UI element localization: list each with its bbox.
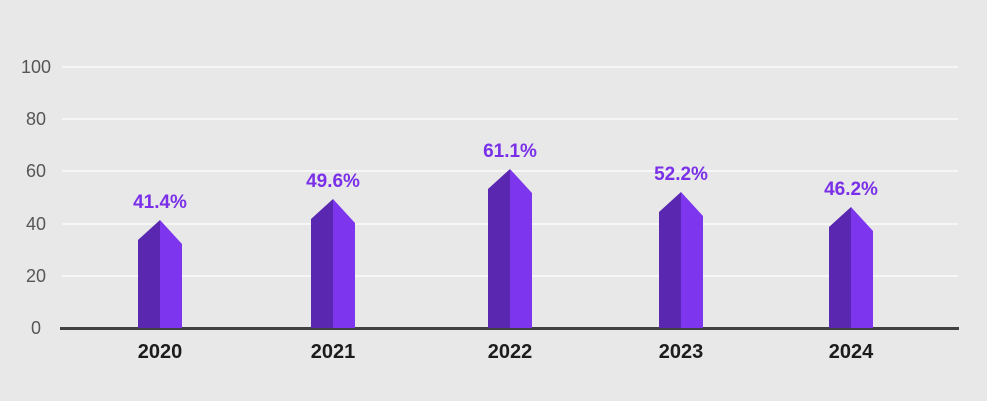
x-axis-category-label: 2024 <box>828 341 874 363</box>
x-axis-line <box>60 327 959 330</box>
y-axis-tick-label: 100 <box>20 57 52 77</box>
bar-right-face <box>160 220 182 328</box>
bar-left-face <box>659 192 681 328</box>
x-axis-category-label: 2020 <box>137 341 183 363</box>
bar-left-face <box>829 207 851 328</box>
bar <box>829 207 873 328</box>
bar-right-face <box>851 207 873 328</box>
bar <box>138 220 182 328</box>
bar <box>659 192 703 328</box>
y-axis-tick-label: 20 <box>25 265 47 286</box>
bar-value-label: 46.2% <box>824 179 878 200</box>
x-axis-category-label: 2022 <box>487 341 533 363</box>
bar-right-face <box>681 192 703 328</box>
bar-value-label: 52.2% <box>654 164 708 185</box>
bar <box>311 199 355 328</box>
x-axis-category-label: 2023 <box>658 341 704 363</box>
bar <box>488 169 532 328</box>
bar-left-face <box>311 199 333 328</box>
gridline <box>62 66 958 68</box>
y-axis-tick-label: 60 <box>25 161 47 182</box>
y-axis-tick-label: 0 <box>30 318 41 338</box>
gridline <box>62 118 958 121</box>
bar-value-label: 49.6% <box>306 171 360 192</box>
y-axis-tick-label: 40 <box>25 213 47 234</box>
y-axis-tick-label: 80 <box>25 109 47 130</box>
bar-value-label: 41.4% <box>133 192 187 213</box>
bar-right-face <box>333 199 355 328</box>
bar-right-face <box>510 169 532 328</box>
bar-value-label: 61.1% <box>483 141 537 162</box>
x-axis-category-label: 2021 <box>310 341 356 363</box>
bar-left-face <box>138 220 160 328</box>
bar-left-face <box>488 169 510 328</box>
